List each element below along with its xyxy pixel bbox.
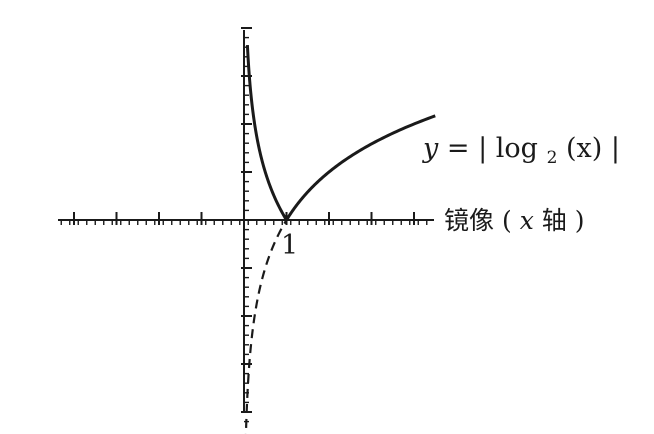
axis-label-open: ( — [502, 206, 512, 235]
axis-label-close: ) — [575, 206, 585, 235]
tick-label-one: 1 — [281, 230, 298, 261]
abs-log-curve — [245, 45, 436, 221]
minor-ticks — [60, 27, 428, 423]
curve-label: y = | log 2 (x) | — [422, 133, 620, 170]
curve-label-log: log — [496, 133, 538, 164]
curve-label-bar-right: | — [611, 133, 620, 164]
major-ticks — [73, 27, 415, 413]
curve-label-bar-left: | — [478, 133, 487, 164]
axis-label-reflect: 镜像 — [444, 206, 494, 235]
curve-label-y: y — [422, 133, 439, 164]
curve-label-base: 2 — [547, 148, 558, 168]
axis-label: 镜像 ( x 轴 ) — [444, 206, 584, 235]
reflected-curve-dashed — [244, 219, 288, 434]
curve-label-eq: = — [447, 133, 470, 164]
axis-label-axis: 轴 — [542, 206, 567, 235]
curve-label-arg: (x) — [566, 133, 602, 164]
axis-label-x: x — [520, 206, 534, 235]
